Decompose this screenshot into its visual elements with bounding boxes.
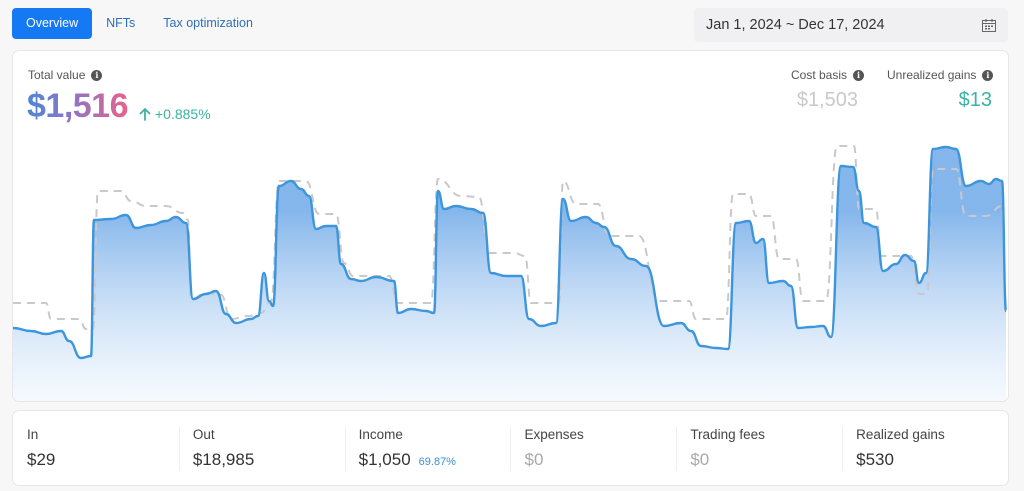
total-value-label: Total value i bbox=[28, 68, 103, 82]
stat-value: $530 bbox=[856, 450, 894, 469]
date-range-value: Jan 1, 2024 ~ Dec 17, 2024 bbox=[706, 17, 885, 33]
portfolio-value-card: Total value i $1,516 +0.885% Cost basis … bbox=[12, 50, 1009, 402]
stat-realized-gains: Realized gains $530 bbox=[842, 425, 1008, 485]
date-range-picker[interactable]: Jan 1, 2024 ~ Dec 17, 2024 bbox=[694, 8, 1008, 42]
info-icon[interactable]: i bbox=[982, 69, 994, 81]
stat-out: Out $18,985 bbox=[178, 425, 345, 485]
top-bar: Overview NFTs Tax optimization Jan 1, 20… bbox=[0, 0, 1024, 48]
value-chart[interactable] bbox=[13, 51, 1009, 402]
calendar-icon bbox=[982, 18, 996, 32]
total-value: $1,516 bbox=[27, 87, 129, 125]
stat-value: $29 bbox=[27, 450, 56, 469]
tab-bar: Overview NFTs Tax optimization bbox=[12, 8, 267, 39]
income-percentage: 69.87% bbox=[418, 456, 456, 468]
stat-value: $18,985 bbox=[192, 450, 255, 469]
value-area bbox=[13, 147, 1006, 401]
stat-income: Income $1,050 69.87% bbox=[344, 425, 511, 485]
stats-bar: In $29 Out $18,985 Income $1,050 69.87% … bbox=[12, 410, 1009, 486]
cost-basis-line bbox=[13, 145, 1007, 330]
tab-overview[interactable]: Overview bbox=[12, 8, 93, 39]
cost-basis-label: Cost basis i bbox=[791, 68, 865, 82]
unrealized-gains-value: $13 bbox=[958, 89, 992, 111]
unrealized-gains-label: Unrealized gains i bbox=[887, 68, 994, 82]
stat-trading-fees: Trading fees $0 bbox=[676, 425, 842, 485]
info-icon[interactable]: i bbox=[853, 69, 865, 81]
tab-tax-optimization[interactable]: Tax optimization bbox=[163, 16, 253, 30]
arrow-up-icon bbox=[139, 108, 151, 121]
info-icon[interactable]: i bbox=[91, 69, 103, 81]
tab-nfts[interactable]: NFTs bbox=[106, 16, 136, 30]
stat-in: In $29 bbox=[27, 427, 56, 469]
value-change: +0.885% bbox=[139, 106, 211, 122]
stat-value: $0 bbox=[524, 450, 544, 469]
stat-expenses: Expenses $0 bbox=[510, 425, 676, 485]
stat-value: $0 bbox=[690, 450, 710, 469]
total-value-line bbox=[13, 145, 1008, 360]
cost-basis-value: $1,503 bbox=[796, 89, 858, 111]
stat-value: $1,050 bbox=[358, 450, 411, 469]
